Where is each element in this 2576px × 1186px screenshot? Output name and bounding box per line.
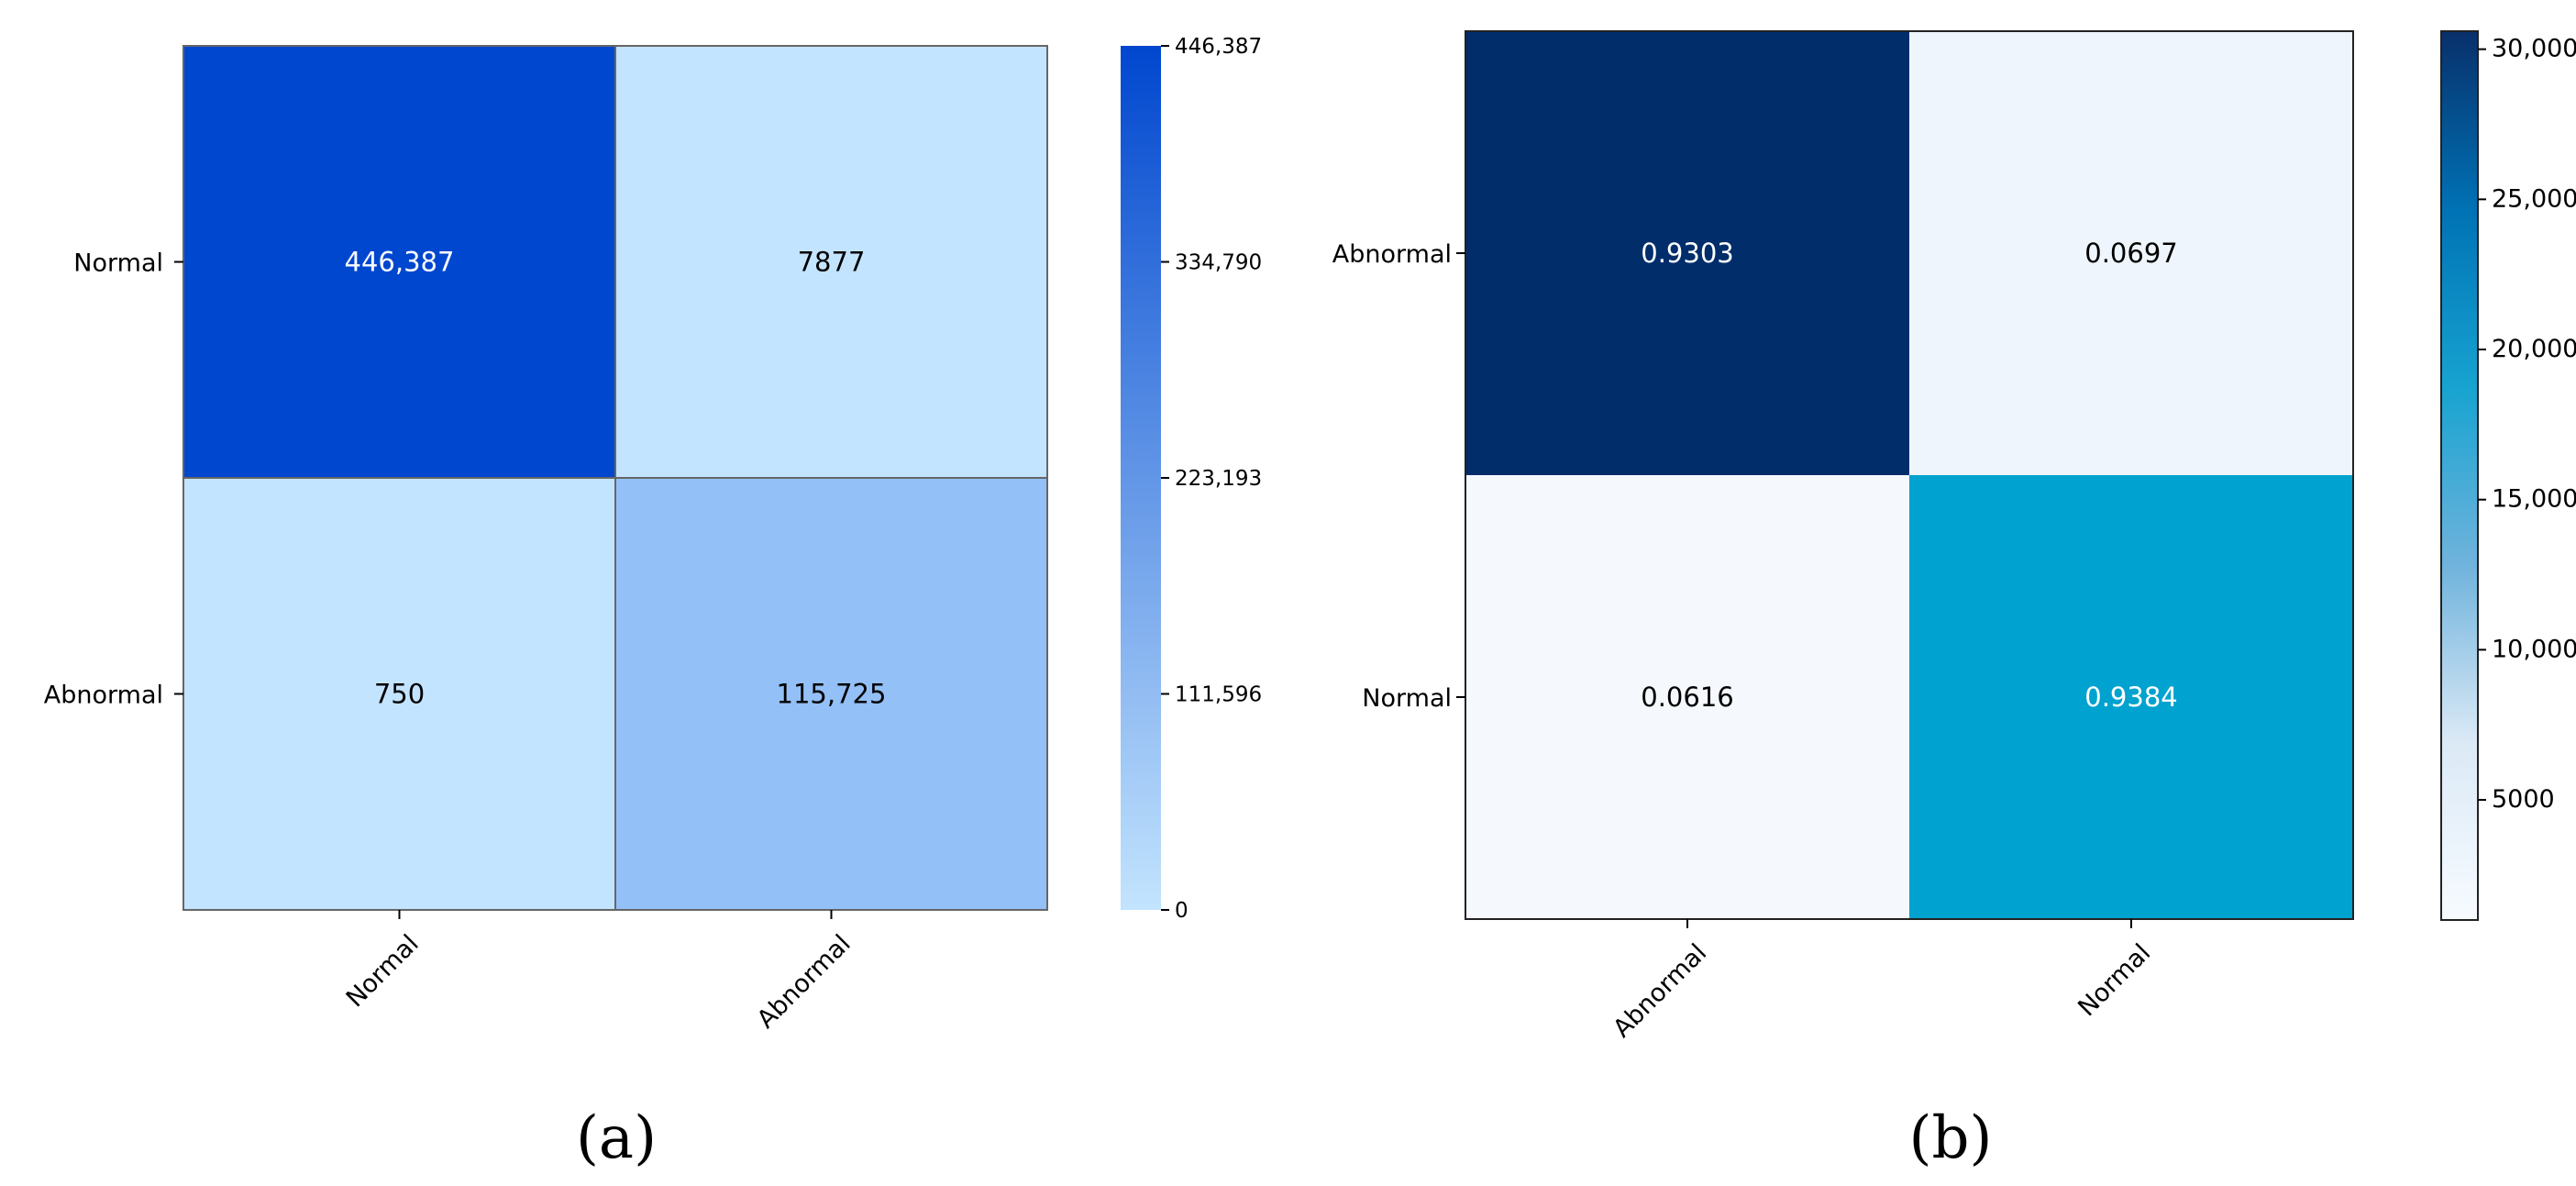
colorbar-tick-label: 0 (1175, 899, 1188, 923)
cell-value-label: 0.0616 (1641, 682, 1733, 713)
colorbar-tick-label: 25,000 (2492, 184, 2576, 213)
matrix-cell (1909, 31, 2353, 475)
column-tick-label: Normal (341, 929, 425, 1013)
colorbar-tick-label: 111,596 (1175, 683, 1262, 707)
matrix-b: 0.9303 0.0697 0.0616 0.9384 (1465, 30, 2354, 920)
row-ticks-a: Normal Abnormal (44, 249, 183, 710)
row-tick-label: Abnormal (44, 682, 163, 710)
row-tick-label: Normal (1362, 684, 1452, 713)
colorbar-tick-label: 223,193 (1175, 467, 1262, 491)
colorbar-a: 0 111,596 223,193 334,790 446,387 (1121, 35, 1262, 923)
row-tick-label: Normal (73, 249, 163, 278)
panel-b-caption: (b) (1909, 1104, 1993, 1172)
column-ticks-a: Normal Abnormal (341, 910, 857, 1034)
cell-value-label: 115,725 (777, 679, 887, 710)
matrix-cell (614, 45, 1048, 479)
colorbar-tick-label: 334,790 (1175, 251, 1262, 275)
colorbar-tick-label: 446,387 (1175, 35, 1262, 59)
column-tick-label: Normal (2073, 938, 2156, 1022)
row-ticks-b: Abnormal Normal (1332, 240, 1465, 713)
row-tick-label: Abnormal (1332, 240, 1452, 269)
matrix-cell (1465, 31, 1909, 475)
column-tick-label: Abnormal (1608, 938, 1712, 1043)
colorbar-tick-label: 5000 (2492, 785, 2555, 814)
colorbar-tick-label: 20,000 (2492, 335, 2576, 363)
colorbar-tick-label: 10,000 (2492, 635, 2576, 663)
cell-value-label: 0.9303 (1641, 238, 1733, 269)
matrix-a: 446,387 7877 750 115,725 (182, 45, 1048, 911)
panel-a-caption: (a) (576, 1104, 657, 1172)
cell-value-label: 446,387 (345, 247, 455, 278)
matrix-cell (614, 477, 1048, 911)
colorbar-gradient (2440, 30, 2479, 921)
colorbar-gradient (1121, 46, 1161, 910)
colorbar-tick-label: 30,000 (2492, 35, 2576, 63)
cell-value-label: 750 (374, 679, 425, 710)
matrix-cell (1909, 475, 2353, 919)
colorbar-b: 5000 10,000 15,000 20,000 25,000 30,000 (2440, 30, 2576, 921)
matrix-cell (182, 45, 616, 479)
matrix-frame (1465, 30, 2354, 920)
colorbar-tick-label: 15,000 (2492, 485, 2576, 514)
cell-value-label: 0.0697 (2084, 238, 2177, 269)
panel-a: 446,387 7877 750 115,725 Normal Abnormal Nor… (44, 35, 1262, 1172)
cell-value-label: 7877 (798, 247, 866, 278)
column-ticks-b: Abnormal Normal (1608, 919, 2156, 1043)
column-tick-label: Abnormal (752, 929, 857, 1034)
matrix-cell (1465, 475, 1909, 919)
matrix-cell (182, 477, 616, 911)
cell-value-label: 0.9384 (2084, 682, 2177, 713)
